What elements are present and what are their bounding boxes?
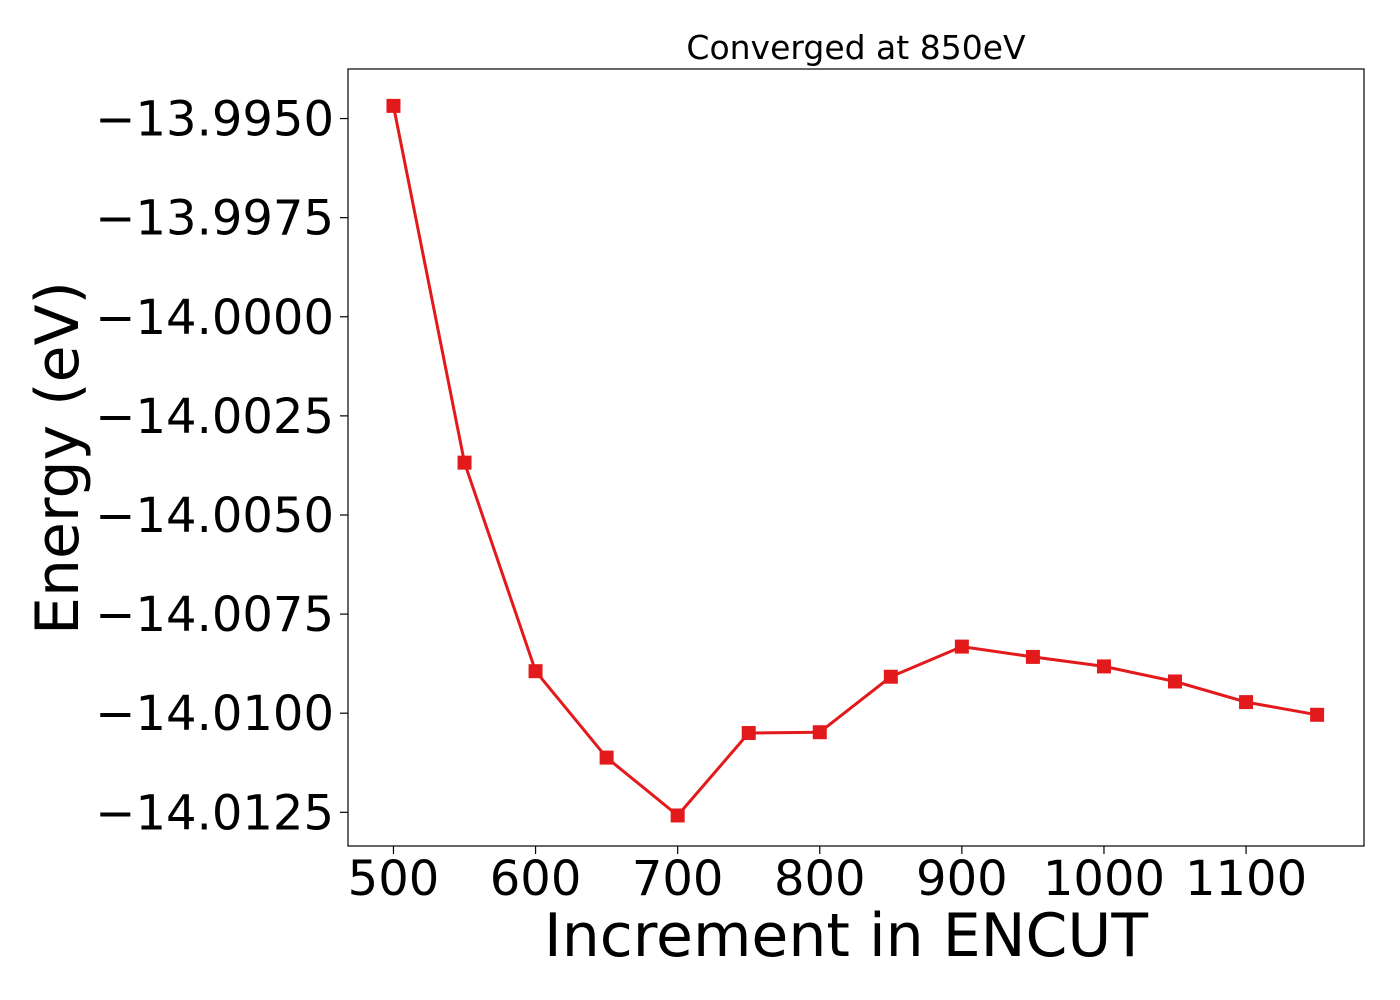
- data-point-marker: [741, 726, 756, 741]
- y-tick-label: −14.0050: [95, 488, 334, 544]
- x-tick-label: 1000: [1043, 851, 1165, 907]
- y-tick-label: −14.0100: [95, 686, 334, 742]
- x-axis: 500 600 700 800 900 1000 1100: [348, 846, 1307, 907]
- series-line: [392, 105, 1318, 817]
- y-tick-label: −13.9975: [95, 191, 334, 247]
- y-tick-label: −14.0075: [95, 587, 334, 643]
- data-point-marker: [1025, 649, 1040, 664]
- data-point-marker: [812, 725, 827, 740]
- x-axis-label: Increment in ENCUT: [544, 901, 1148, 971]
- data-point-marker: [670, 808, 685, 823]
- data-point-marker: [457, 455, 472, 470]
- data-point-marker: [528, 664, 543, 679]
- chart-title: Converged at 850eV: [686, 28, 1026, 67]
- x-tick-label: 700: [632, 851, 724, 907]
- data-point-marker: [954, 639, 969, 654]
- data-point-marker: [1239, 695, 1254, 710]
- x-tick-label: 500: [348, 851, 440, 907]
- data-point-marker: [386, 98, 401, 113]
- data-point-marker: [599, 750, 614, 765]
- y-tick-label: −14.0025: [95, 389, 334, 445]
- x-tick-label: 1100: [1185, 851, 1307, 907]
- series-layer: [386, 98, 1325, 823]
- y-tick-label: −14.0125: [95, 785, 334, 841]
- y-axis: −13.9950 −13.9975 −14.0000 −14.0025 −14.0050…: [95, 92, 348, 841]
- y-tick-label: −13.9950: [95, 92, 334, 148]
- data-point-marker: [1310, 707, 1325, 722]
- y-axis-label: Energy (eV): [23, 281, 93, 635]
- data-point-marker: [1096, 659, 1111, 674]
- x-tick-label: 800: [774, 851, 866, 907]
- y-tick-label: −14.0000: [95, 290, 334, 346]
- x-tick-label: 900: [916, 851, 1008, 907]
- data-point-marker: [1168, 674, 1183, 689]
- data-point-marker: [883, 669, 898, 684]
- x-tick-label: 600: [490, 851, 582, 907]
- plot-area: [347, 68, 1365, 847]
